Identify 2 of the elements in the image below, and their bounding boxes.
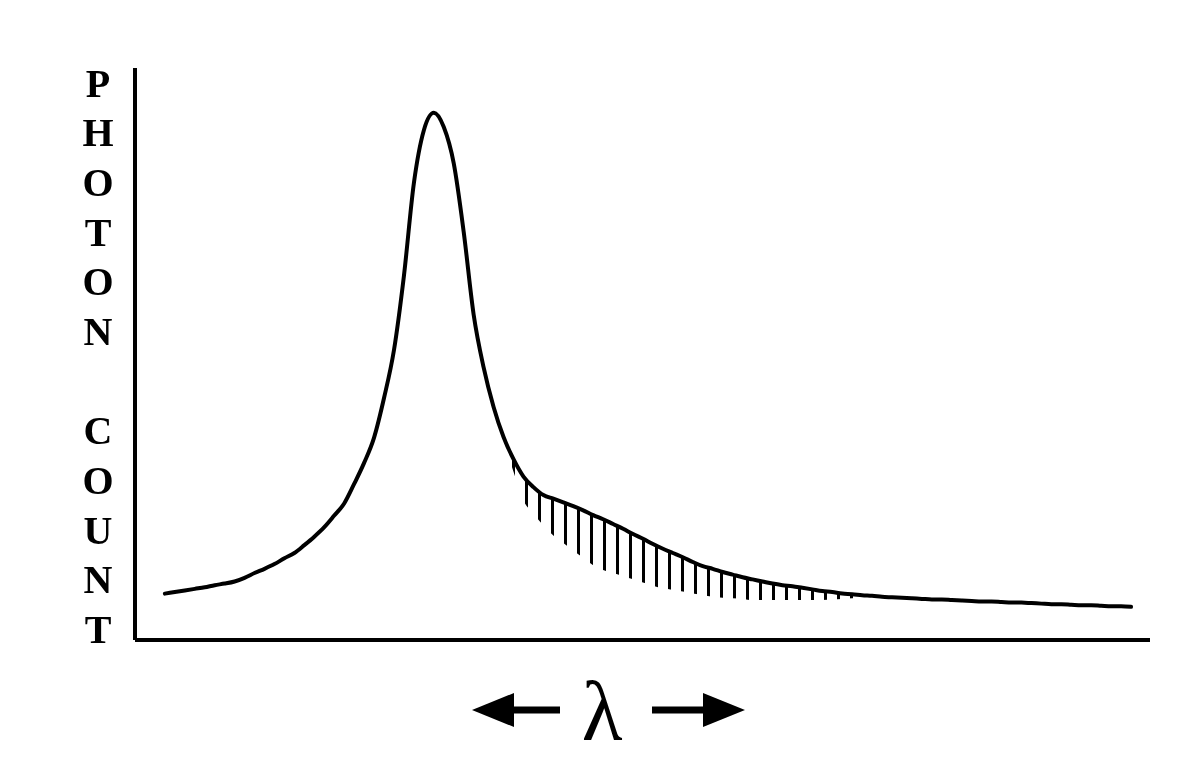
text: PHOTON COUNT xyxy=(82,60,114,652)
x-axis-title: λ xyxy=(581,665,623,758)
